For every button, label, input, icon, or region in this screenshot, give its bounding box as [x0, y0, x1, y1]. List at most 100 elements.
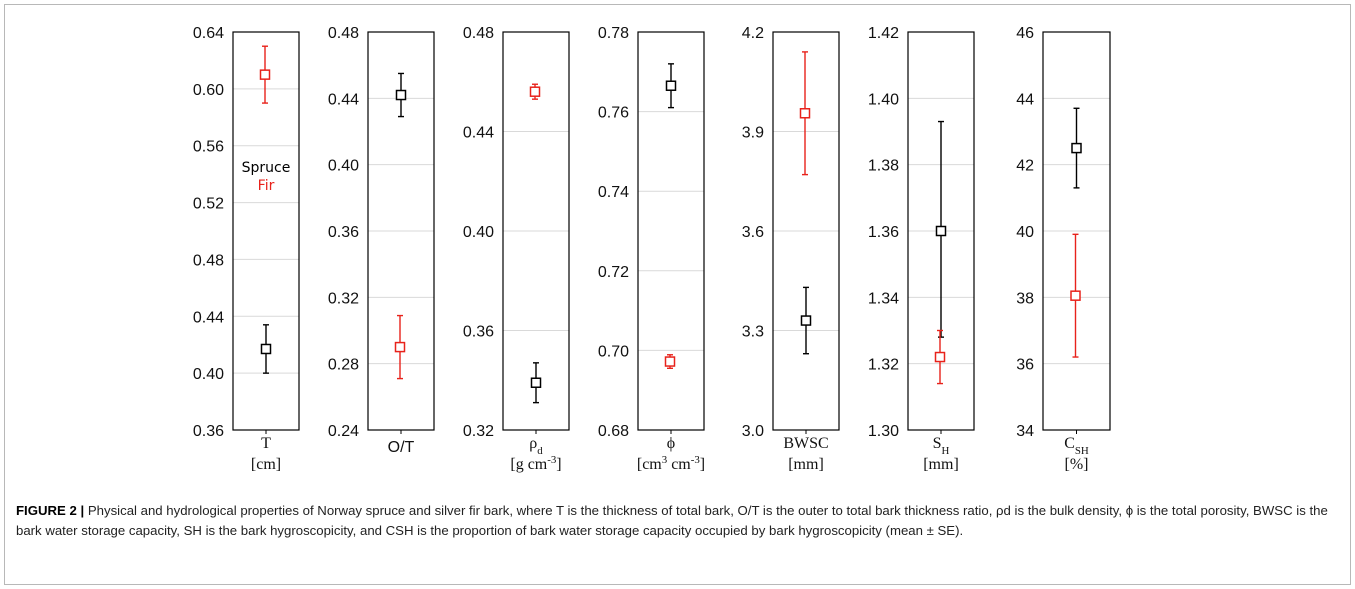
panel-phi: 0.68 0.70 0.72 0.74 0.76 0.78 ϕ [cm3 cm-3]: [598, 25, 705, 473]
series-spruce-point: [800, 286, 812, 355]
panel-ot: 0.24 0.28 0.32 0.36 0.40 0.44 0.48 O/T: [328, 25, 435, 456]
series-spruce-point: [1071, 107, 1082, 189]
legend-entry-fir: Fir: [258, 178, 275, 194]
x-axis-unit: [mm]: [923, 456, 959, 473]
panel-sh: 1.30 1.32 1.34 1.36 1.38 1.40 1.42 SH[mm]: [868, 25, 975, 473]
series-fir-point: [799, 51, 811, 176]
y-tick-label: 0.78: [598, 25, 629, 42]
y-tick-label: 3.9: [742, 125, 764, 142]
mean-marker: [800, 315, 812, 326]
y-tick-label: 36: [1016, 357, 1034, 374]
y-tick-label: 0.64: [193, 25, 224, 42]
y-tick-label: 1.34: [868, 290, 899, 307]
y-tick-label: 4.2: [742, 25, 764, 42]
mean-marker: [799, 108, 811, 119]
x-axis-unit: [g cm-3]: [510, 454, 561, 473]
y-tick-label: 0.32: [328, 290, 359, 307]
y-tick-label: 0.70: [598, 343, 629, 360]
mean-marker: [664, 356, 676, 367]
x-axis-label: ρd: [529, 435, 543, 457]
y-tick-label: 0.24: [328, 423, 359, 440]
series-spruce-point: [395, 72, 407, 118]
chart-panels: 0.36 0.40 0.44 0.48 0.52 0.56 0.60 0.64 T [cm] Spr…: [193, 25, 1111, 473]
series-fir-point: [664, 354, 676, 370]
y-tick-label: 1.42: [868, 25, 899, 42]
series-fir-point: [529, 83, 541, 100]
mean-marker: [935, 225, 947, 237]
y-tick-label: 34: [1016, 423, 1034, 440]
mean-marker: [529, 86, 541, 97]
x-axis-unit: [%]: [1065, 456, 1089, 473]
y-tick-label: 3.6: [742, 224, 764, 241]
y-tick-label: 0.68: [598, 423, 629, 440]
x-axis-label: ϕ: [667, 435, 675, 452]
x-axis-label: BWSC: [783, 435, 828, 452]
panel-t: 0.36 0.40 0.44 0.48 0.52 0.56 0.60 0.64 T [cm] Spr…: [193, 25, 300, 473]
mean-marker: [530, 377, 542, 388]
y-tick-label: 0.76: [598, 105, 629, 122]
y-tick-label: 38: [1016, 290, 1034, 307]
y-tick-label: 44: [1016, 91, 1034, 108]
mean-marker: [1070, 290, 1081, 301]
y-tick-label: 0.74: [598, 184, 629, 201]
series-spruce-point: [260, 324, 272, 374]
series-fir-point: [394, 314, 406, 380]
y-tick-label: 0.52: [193, 196, 224, 213]
y-tick-label: 0.36: [463, 324, 494, 341]
x-axis-unit: [cm]: [251, 456, 281, 473]
panel-rho: 0.32 0.36 0.40 0.44 0.48 ρd[g cm-3]: [463, 25, 570, 473]
y-tick-label: 3.0: [742, 423, 764, 440]
y-tick-label: 0.40: [463, 224, 494, 241]
y-tick-label: 0.36: [193, 423, 224, 440]
mean-marker: [260, 343, 272, 355]
mean-marker: [934, 351, 946, 363]
series-spruce-point: [665, 63, 677, 109]
y-tick-label: 0.48: [463, 25, 494, 42]
y-tick-label: 1.36: [868, 224, 899, 241]
y-tick-label: 3.3: [742, 324, 764, 341]
y-tick-label: 0.36: [328, 224, 359, 241]
y-tick-label: 0.44: [193, 309, 224, 326]
mean-marker: [259, 69, 271, 80]
chart-figure: 0.36 0.40 0.44 0.48 0.52 0.56 0.60 0.64 T [cm] Spr…: [193, 25, 1111, 473]
y-tick-label: 0.32: [463, 423, 494, 440]
mean-marker: [665, 80, 677, 91]
series-spruce-point: [530, 362, 542, 404]
x-axis-label: T: [261, 435, 271, 452]
y-tick-label: 0.56: [193, 139, 224, 156]
y-tick-label: 0.72: [598, 264, 629, 281]
mean-marker: [394, 341, 406, 353]
y-tick-label: 0.44: [328, 91, 359, 108]
y-tick-label: 0.48: [193, 252, 224, 269]
y-tick-label: 0.60: [193, 82, 224, 99]
legend-entry-spruce: Spruce: [242, 160, 291, 176]
y-tick-label: 0.40: [328, 158, 359, 175]
series-fir-point: [934, 329, 946, 385]
caption-text: Physical and hydrological properties of …: [16, 503, 1328, 538]
series-fir-point: [1070, 233, 1081, 358]
figure-frame: [4, 4, 1351, 585]
x-axis-unit: [mm]: [788, 456, 824, 473]
y-tick-label: 1.40: [868, 91, 899, 108]
y-tick-label: 40: [1016, 224, 1034, 241]
mean-marker: [395, 89, 407, 101]
x-axis-unit: [cm3 cm-3]: [637, 454, 705, 473]
y-tick-label: 42: [1016, 158, 1034, 175]
y-tick-label: 1.30: [868, 423, 899, 440]
y-tick-label: 0.48: [328, 25, 359, 42]
y-tick-label: 0.44: [463, 125, 494, 142]
y-tick-label: 0.40: [193, 366, 224, 383]
y-tick-label: 1.38: [868, 158, 899, 175]
mean-marker: [1071, 142, 1082, 154]
x-axis-label: O/T: [388, 439, 415, 456]
y-tick-label: 0.28: [328, 357, 359, 374]
y-tick-label: 46: [1016, 25, 1034, 42]
figure-caption: FIGURE 2 | Physical and hydrological pro…: [16, 501, 1336, 541]
panel-bwsc: 3.0 3.3 3.6 3.9 4.2 BWSC [mm]: [742, 25, 840, 473]
x-axis-label: SH: [933, 435, 950, 457]
series-spruce-point: [935, 120, 947, 338]
series-fir-point: [259, 45, 271, 104]
panel-csh: 34 36 38 40 42 44 46 CSH[%]: [1016, 25, 1111, 473]
x-axis-label: CSH: [1064, 435, 1089, 457]
y-tick-label: 1.32: [868, 357, 899, 374]
